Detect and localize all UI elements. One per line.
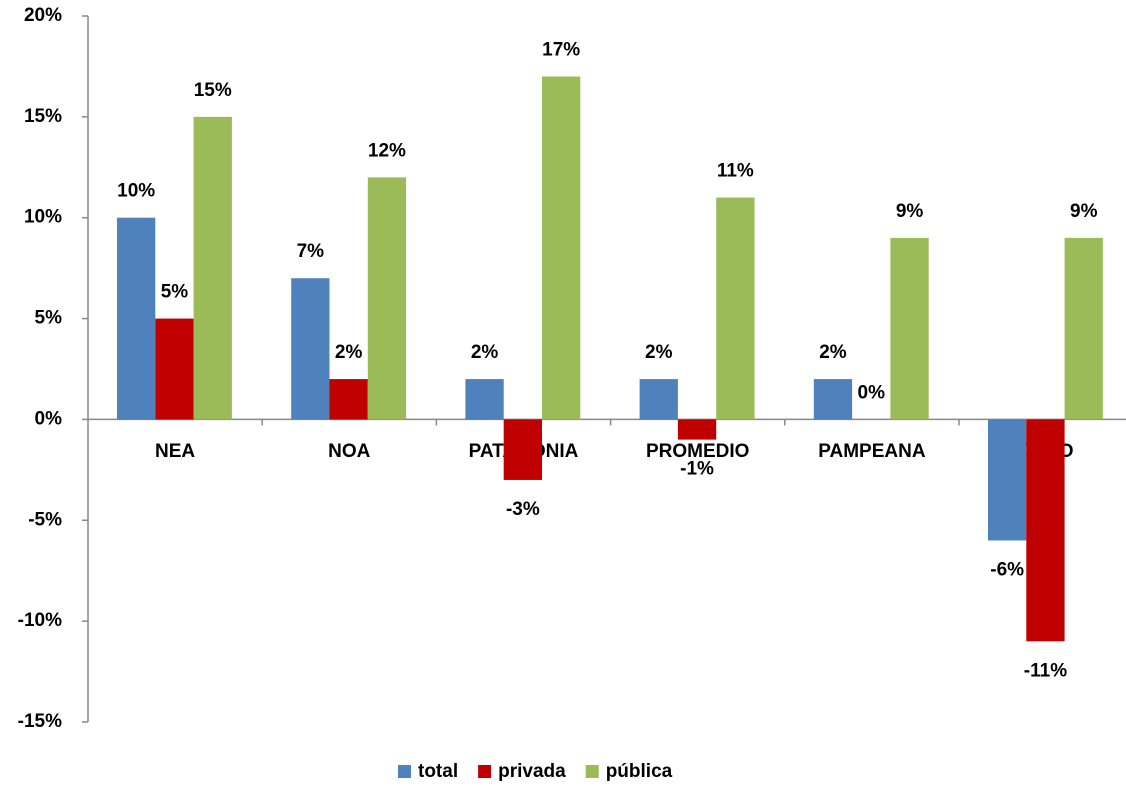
bar (117, 217, 156, 420)
bar (813, 379, 853, 420)
y-tick-label: 0% (35, 408, 63, 429)
bar (291, 278, 330, 420)
bar (1026, 419, 1065, 642)
bar (503, 419, 542, 480)
data-label: 2% (819, 342, 847, 363)
x-tick-label: PAMPEANA (818, 441, 926, 462)
legend-swatch (398, 765, 411, 778)
legend-swatch (478, 765, 492, 778)
legend-label: privada (498, 761, 566, 782)
legend-label: pública (606, 761, 673, 782)
bar (716, 197, 755, 420)
bar (465, 379, 504, 420)
data-label: 9% (896, 201, 924, 222)
bar (677, 419, 717, 440)
data-label: 2% (471, 342, 499, 363)
bar (890, 237, 929, 420)
y-tick-label: 10% (24, 207, 62, 228)
data-label: 11% (717, 161, 754, 182)
y-tick-label: -5% (28, 509, 62, 530)
data-label: 10% (117, 181, 155, 202)
bar (367, 177, 407, 420)
x-tick-label: PROMEDIO (646, 441, 749, 462)
data-label: -1% (680, 459, 714, 480)
data-label: 9% (1070, 201, 1098, 222)
data-label: -11% (1024, 660, 1067, 681)
bar (193, 116, 232, 420)
legend-label: total (418, 761, 458, 782)
data-label: 15% (194, 80, 232, 101)
y-tick-label: -15% (18, 711, 62, 732)
bar (988, 419, 1027, 541)
bar (329, 379, 368, 420)
y-tick-label: 5% (35, 308, 63, 329)
data-label: 5% (161, 282, 189, 303)
y-tick-label: 20% (24, 5, 62, 26)
y-tick-label: 15% (24, 106, 62, 127)
data-label: -6% (990, 559, 1024, 580)
data-label: 7% (297, 241, 325, 262)
y-tick-label: -10% (18, 610, 62, 631)
x-tick-label: NEA (155, 441, 195, 462)
data-label: 2% (645, 342, 673, 363)
legend-swatch (585, 765, 599, 778)
data-label: -3% (506, 499, 540, 520)
data-label: 12% (368, 140, 406, 161)
data-label: 2% (335, 342, 363, 363)
bar (542, 76, 581, 420)
bar (639, 379, 678, 420)
bar (155, 318, 194, 420)
bar (1064, 237, 1103, 420)
data-label: 0% (858, 382, 886, 403)
x-tick-label: NOA (328, 441, 371, 462)
data-label: 17% (542, 40, 580, 61)
